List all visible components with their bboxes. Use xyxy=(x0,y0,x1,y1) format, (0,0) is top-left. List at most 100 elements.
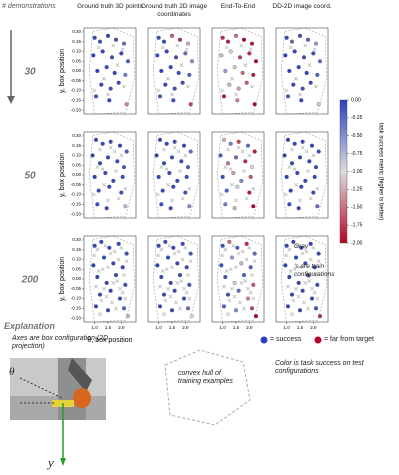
test-point xyxy=(156,174,161,179)
train-point xyxy=(174,300,178,305)
legend-dot xyxy=(314,336,322,344)
test-point xyxy=(233,155,239,160)
test-point xyxy=(123,204,128,209)
train-point xyxy=(98,312,102,317)
x-tick-label: 1.5 xyxy=(105,325,112,330)
test-point xyxy=(297,33,303,38)
train-point xyxy=(124,259,129,264)
test-point xyxy=(245,296,251,301)
test-point xyxy=(124,251,129,256)
test-point xyxy=(172,86,177,91)
panel xyxy=(275,131,329,219)
test-point xyxy=(159,68,164,74)
test-point xyxy=(312,174,317,179)
test-point xyxy=(104,206,109,211)
x-tick-label: 2.0 xyxy=(118,325,125,330)
train-point xyxy=(111,281,116,285)
hull xyxy=(216,131,263,219)
train-point xyxy=(188,259,193,264)
train-point xyxy=(170,265,174,270)
test-point xyxy=(171,245,176,250)
train-point xyxy=(166,76,170,81)
legend-success: = success xyxy=(270,336,302,343)
test-point xyxy=(179,159,184,164)
test-point xyxy=(315,204,320,209)
train-point xyxy=(102,76,106,81)
train-point xyxy=(163,298,168,303)
test-point xyxy=(300,86,305,91)
train-point xyxy=(230,286,234,291)
train-point xyxy=(116,257,121,262)
test-point xyxy=(175,178,180,183)
train-point xyxy=(168,294,173,299)
test-point xyxy=(221,137,227,142)
train-point xyxy=(248,290,253,295)
test-point xyxy=(248,174,253,179)
y-tick-label: -0.10 xyxy=(71,192,82,197)
x-tick-label: 1.0 xyxy=(156,325,163,330)
test-point xyxy=(308,241,313,246)
test-point xyxy=(97,161,103,166)
train-point xyxy=(179,63,184,68)
test-point xyxy=(288,188,293,193)
hull xyxy=(152,27,199,115)
test-point xyxy=(299,98,304,103)
test-point xyxy=(296,280,301,285)
train-point xyxy=(170,92,174,97)
train-point xyxy=(162,312,166,317)
train-point xyxy=(118,286,122,291)
test-point xyxy=(116,80,121,85)
train-point xyxy=(242,306,246,311)
train-point xyxy=(248,47,253,52)
test-point xyxy=(243,159,248,164)
test-point xyxy=(244,80,249,85)
test-point xyxy=(157,94,163,99)
train-point xyxy=(222,284,226,289)
train-point xyxy=(308,196,313,201)
test-point xyxy=(104,280,109,285)
train-point xyxy=(223,247,228,252)
test-point xyxy=(228,49,233,54)
x-tick-label: 1.0 xyxy=(220,325,227,330)
test-point xyxy=(304,70,309,75)
test-point xyxy=(165,255,171,260)
test-point xyxy=(228,141,233,146)
test-point xyxy=(252,102,257,107)
test-point xyxy=(235,98,240,103)
test-point xyxy=(283,53,288,58)
test-point xyxy=(155,53,160,58)
test-point xyxy=(221,304,227,309)
train-point xyxy=(298,92,302,97)
colorbar-tick-label: -0.75 xyxy=(351,151,363,157)
x-tick-label: 1.5 xyxy=(169,325,176,330)
test-point xyxy=(284,243,289,248)
x-axis-label: θ, box position xyxy=(87,337,132,344)
test-point xyxy=(156,243,161,248)
train-point xyxy=(294,182,298,187)
train-point xyxy=(292,267,297,272)
test-point xyxy=(282,153,287,158)
test-point xyxy=(221,94,227,99)
y-tick-label: 0.05 xyxy=(72,162,81,167)
colorbar-tick-label: 0.00 xyxy=(351,97,361,103)
train-point xyxy=(295,243,300,248)
test-point xyxy=(229,255,235,260)
color-note: Color is task success on test configurat… xyxy=(275,360,364,375)
test-point xyxy=(107,184,112,189)
train-point xyxy=(226,147,230,152)
side-label: # demonstrations xyxy=(2,3,56,10)
train-point xyxy=(236,251,241,256)
test-point xyxy=(247,51,252,56)
test-point xyxy=(219,263,224,268)
y-tick-label: -0.05 xyxy=(71,286,82,291)
test-point xyxy=(177,273,183,278)
train-point xyxy=(303,43,308,48)
test-point xyxy=(187,72,192,77)
train-point xyxy=(96,45,101,50)
test-point xyxy=(183,51,188,56)
train-point xyxy=(231,243,236,248)
train-point xyxy=(243,279,248,283)
train-point xyxy=(178,169,182,173)
train-point xyxy=(120,47,125,52)
train-point xyxy=(186,273,190,277)
